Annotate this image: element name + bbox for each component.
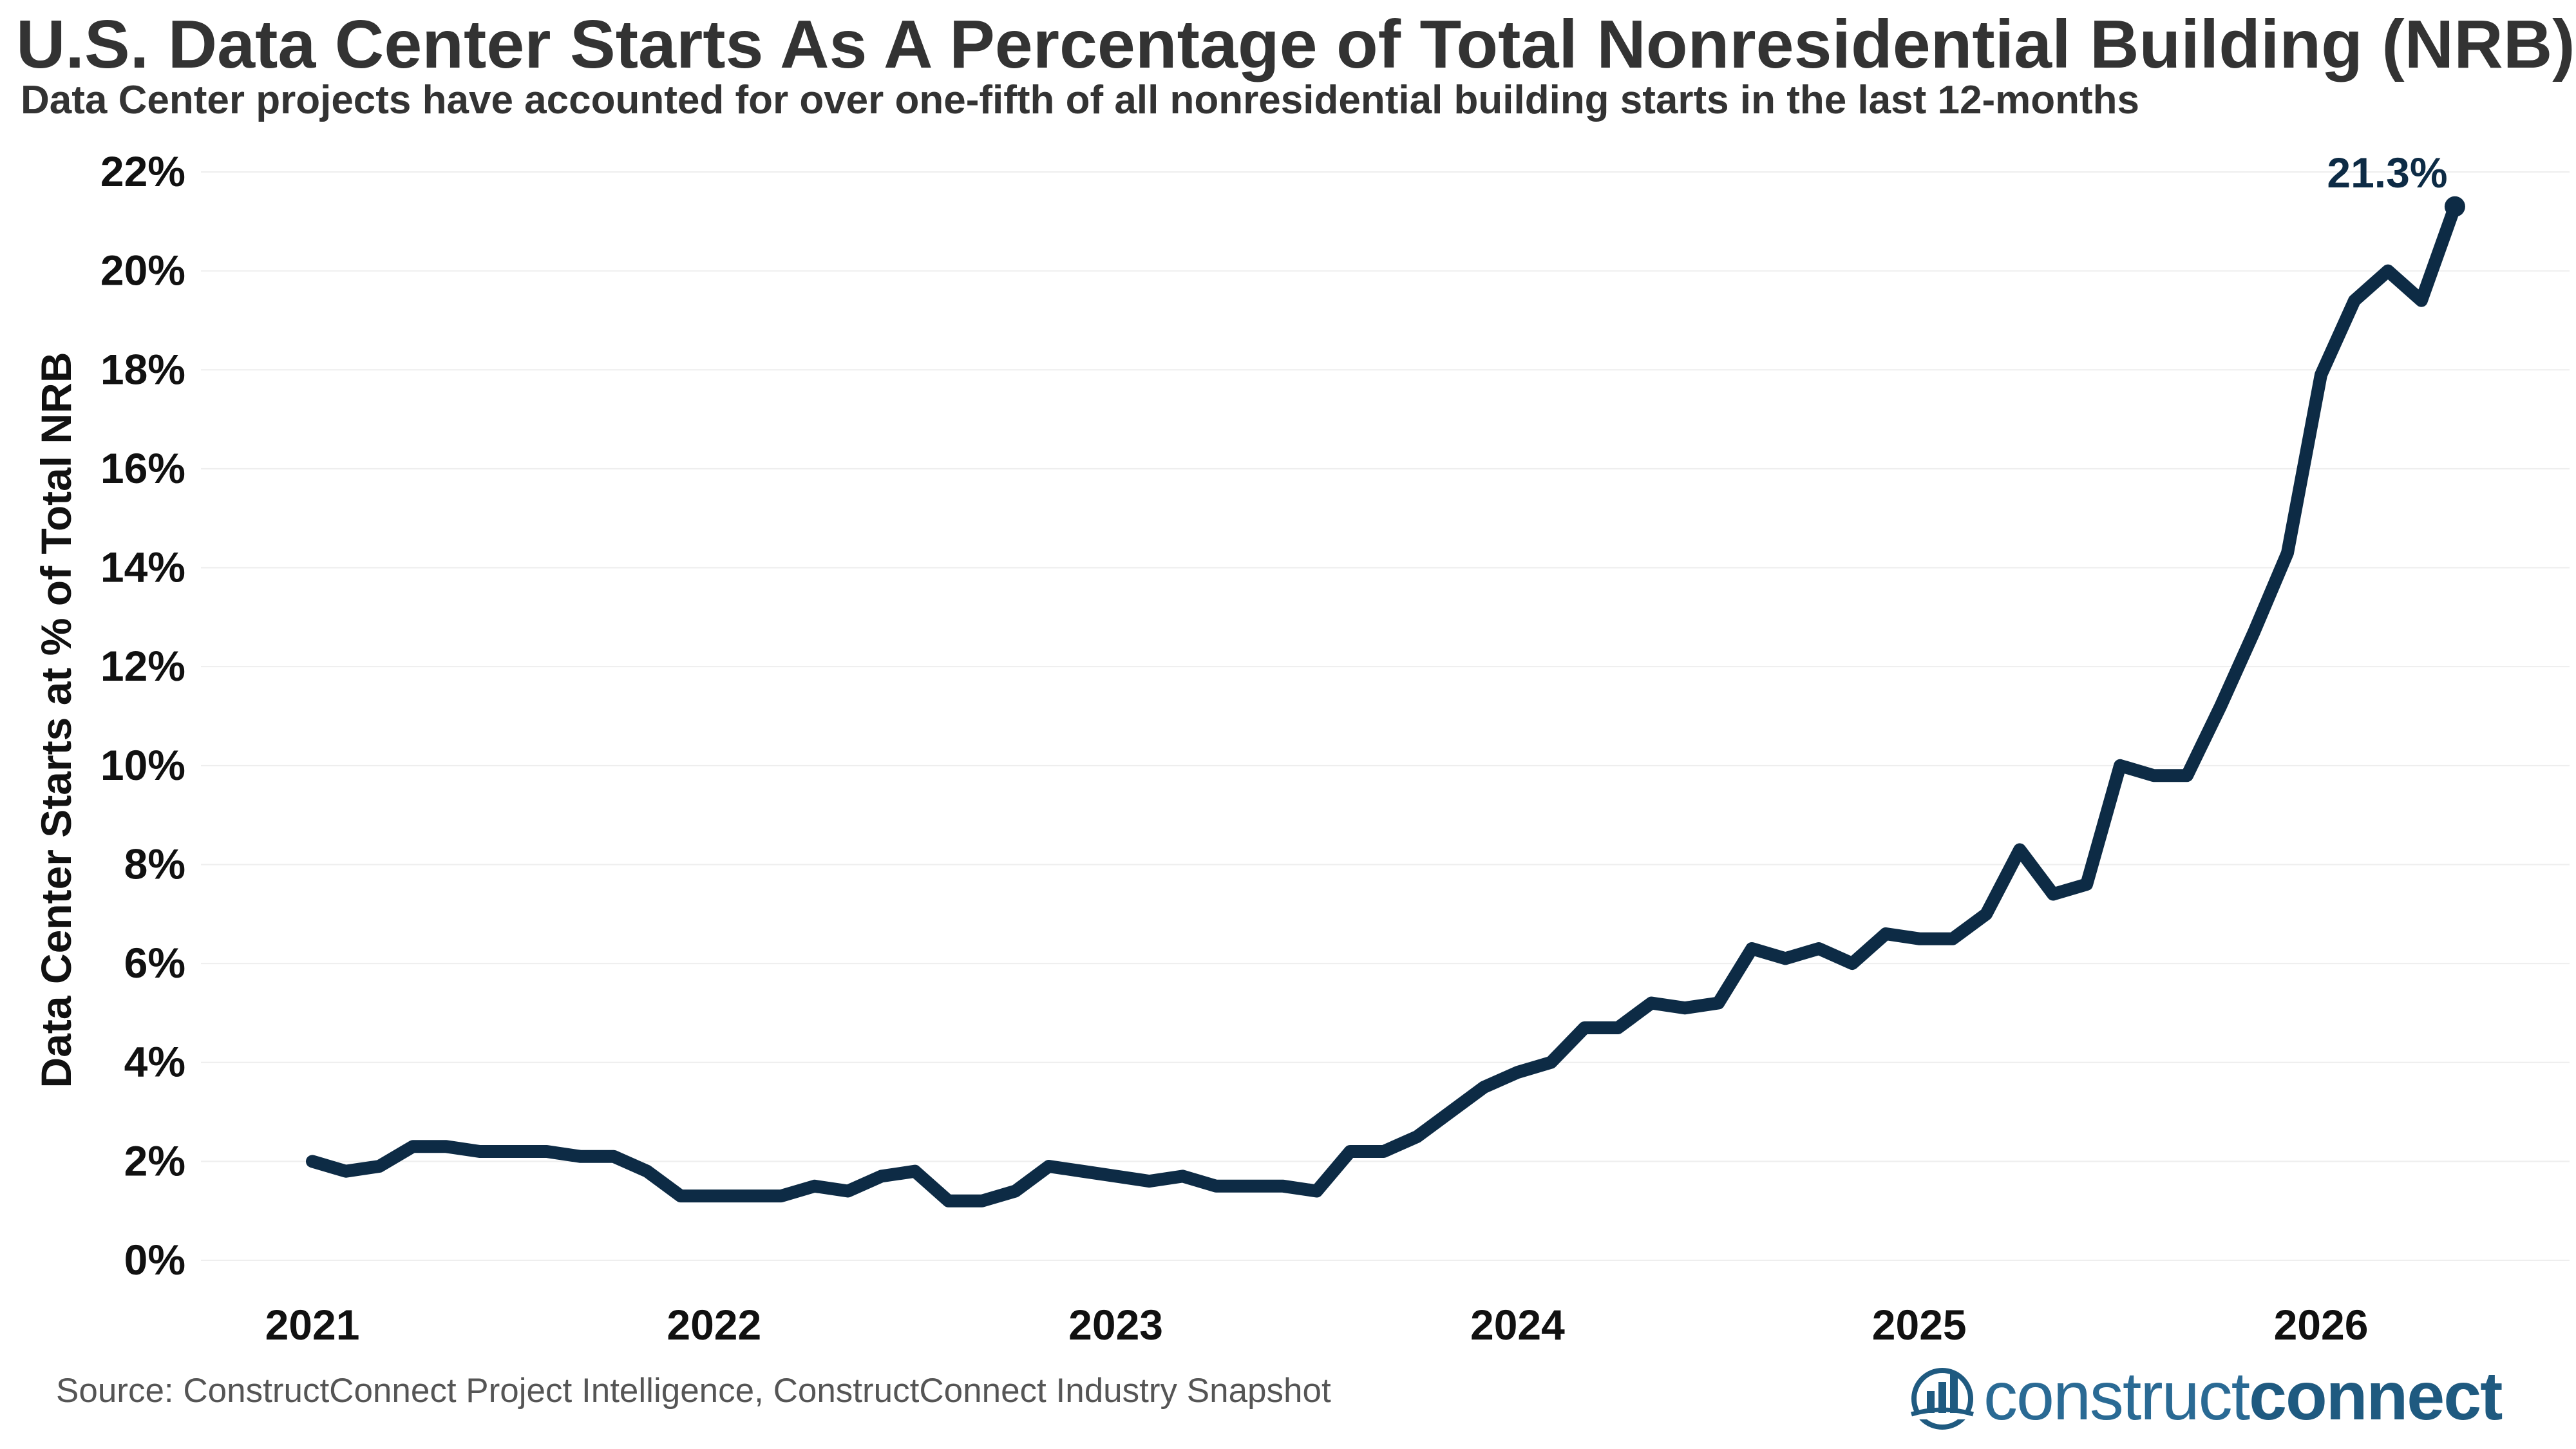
y-tick-label: 6% [124,939,185,987]
y-axis-title: Data Center Starts at % of Total NRB [32,352,80,1088]
last-value-label: 21.3% [2327,149,2447,196]
y-tick-label: 8% [124,840,185,887]
series-line [306,200,2461,1208]
annotation-layer: 21.3% [2327,149,2465,217]
x-tick-label: 2021 [265,1301,360,1349]
brand-building-icon [1909,1368,1976,1430]
y-tick-label: 20% [100,247,185,294]
y-tick-label: 4% [124,1038,185,1086]
x-tick-label: 2023 [1068,1301,1163,1349]
y-axis: 0% 2% 4% 6% 8% 10% 12% 14% 16% 18% 20% 22% [100,147,185,1283]
y-tick-label: 14% [100,544,185,591]
x-axis: 2021 2022 2023 2024 2025 2026 [265,1301,2369,1349]
chart-title: U.S. Data Center Starts As A Percentage … [16,6,2575,82]
source-note: Source: ConstructConnect Project Intelli… [56,1372,1331,1410]
brand-wordmark: constructconnect [1984,1358,2503,1435]
brand-name-light: construct [1984,1358,2250,1434]
brand-name-bold: connect [2249,1358,2503,1434]
y-tick-label: 16% [100,444,185,492]
y-tick-label: 18% [100,345,185,393]
brand-logo: constructconnect [1906,1358,2563,1435]
gridlines [201,171,2570,1261]
y-tick-label: 10% [100,741,185,789]
y-tick-label: 2% [124,1137,185,1184]
x-tick-label: 2025 [1872,1301,1967,1349]
y-tick-label: 12% [100,642,185,690]
last-value-marker [2444,196,2465,217]
x-tick-label: 2024 [1470,1301,1565,1349]
series-layer [306,200,2461,1208]
chart-subtitle: Data Center projects have accounted for … [21,78,2139,122]
x-tick-label: 2022 [667,1301,761,1349]
x-tick-label: 2026 [2274,1301,2369,1349]
y-tick-label: 22% [100,147,185,195]
y-tick-label: 0% [124,1236,185,1283]
